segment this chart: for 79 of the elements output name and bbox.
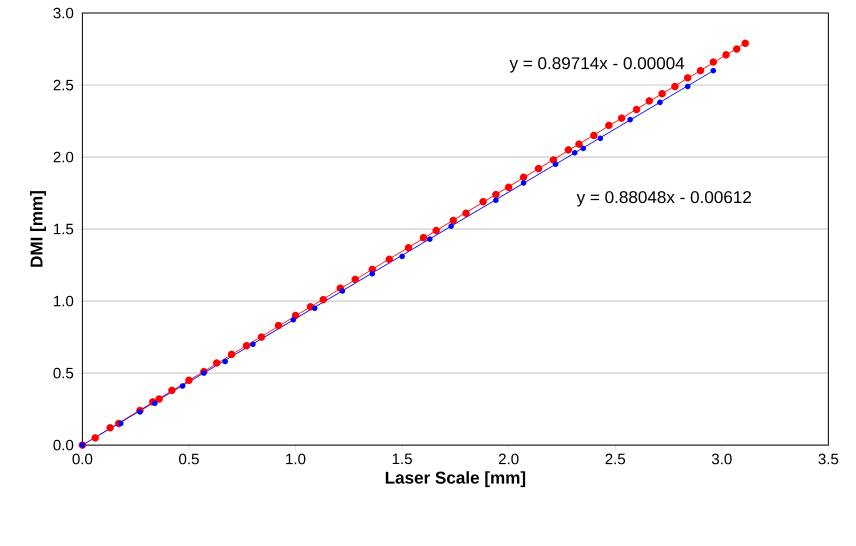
point: [504, 184, 512, 192]
point: [618, 114, 626, 122]
y-axis-title: DMI [mm]: [30, 191, 46, 268]
y-tick-label: 2.5: [54, 80, 74, 91]
point: [185, 376, 193, 384]
x-tick-label: 2.5: [606, 454, 626, 465]
point: [627, 117, 633, 123]
point: [710, 68, 716, 74]
point: [312, 306, 318, 312]
point: [658, 90, 666, 98]
x-tick-label: 3.5: [818, 454, 838, 465]
point: [684, 84, 691, 90]
point: [492, 191, 500, 198]
x-tick-label: 1.5: [392, 454, 412, 464]
x-tick-label: 0.0: [72, 454, 92, 465]
point: [180, 383, 186, 390]
x-tick-label: 0.5: [179, 454, 199, 465]
point: [696, 67, 704, 75]
point: [369, 271, 376, 277]
point: [684, 74, 692, 82]
point: [91, 434, 99, 442]
point: [493, 198, 499, 204]
y-tick-label: 1.5: [54, 224, 74, 235]
point: [450, 216, 457, 224]
point: [605, 122, 613, 130]
point: [399, 254, 405, 260]
point: [520, 174, 528, 182]
point: [152, 400, 158, 406]
x-axis-title: Laser Scale [mm]: [386, 471, 526, 488]
point: [632, 106, 640, 114]
point: [168, 386, 176, 394]
point: [657, 100, 663, 106]
point: [732, 46, 740, 54]
point: [320, 296, 327, 304]
point: [118, 420, 124, 427]
point: [580, 146, 586, 152]
x-tick-label: 3.0: [712, 454, 732, 465]
point: [250, 342, 256, 348]
point: [722, 51, 730, 59]
point: [106, 424, 114, 432]
point: [462, 210, 470, 218]
point: [448, 224, 454, 230]
y-tick-label: 0.5: [53, 368, 74, 379]
point: [290, 317, 296, 323]
point: [386, 256, 394, 264]
y-tick-label: 2.0: [54, 152, 74, 163]
point: [710, 58, 717, 66]
y-tick-label: 3.0: [53, 8, 74, 19]
point: [432, 227, 440, 234]
point: [228, 350, 236, 358]
point: [742, 40, 749, 48]
point: [597, 136, 604, 142]
annotation: y = 0.89714x - 0.00004: [510, 57, 684, 73]
point: [420, 234, 428, 242]
point: [572, 150, 578, 156]
point: [426, 236, 433, 242]
point: [590, 132, 598, 140]
point: [340, 288, 346, 294]
point: [212, 359, 220, 367]
point: [274, 322, 282, 330]
point: [479, 198, 487, 206]
point: [351, 276, 359, 284]
annotation: y = 0.88048x - 0.00612: [576, 191, 751, 207]
point: [222, 358, 228, 365]
x-tick-label: 1.0: [286, 454, 306, 465]
point: [575, 140, 583, 148]
point: [646, 97, 654, 105]
point: [520, 180, 526, 186]
point: [155, 395, 163, 403]
y-tick-label: 1.0: [54, 296, 74, 307]
point: [258, 334, 266, 342]
point: [564, 146, 572, 154]
y-tick-label: 0.0: [53, 440, 74, 451]
point: [671, 83, 679, 90]
point: [242, 342, 250, 350]
x-tick-label: 2.0: [498, 454, 519, 465]
point: [404, 244, 412, 252]
point: [534, 165, 542, 173]
point: [552, 162, 558, 168]
